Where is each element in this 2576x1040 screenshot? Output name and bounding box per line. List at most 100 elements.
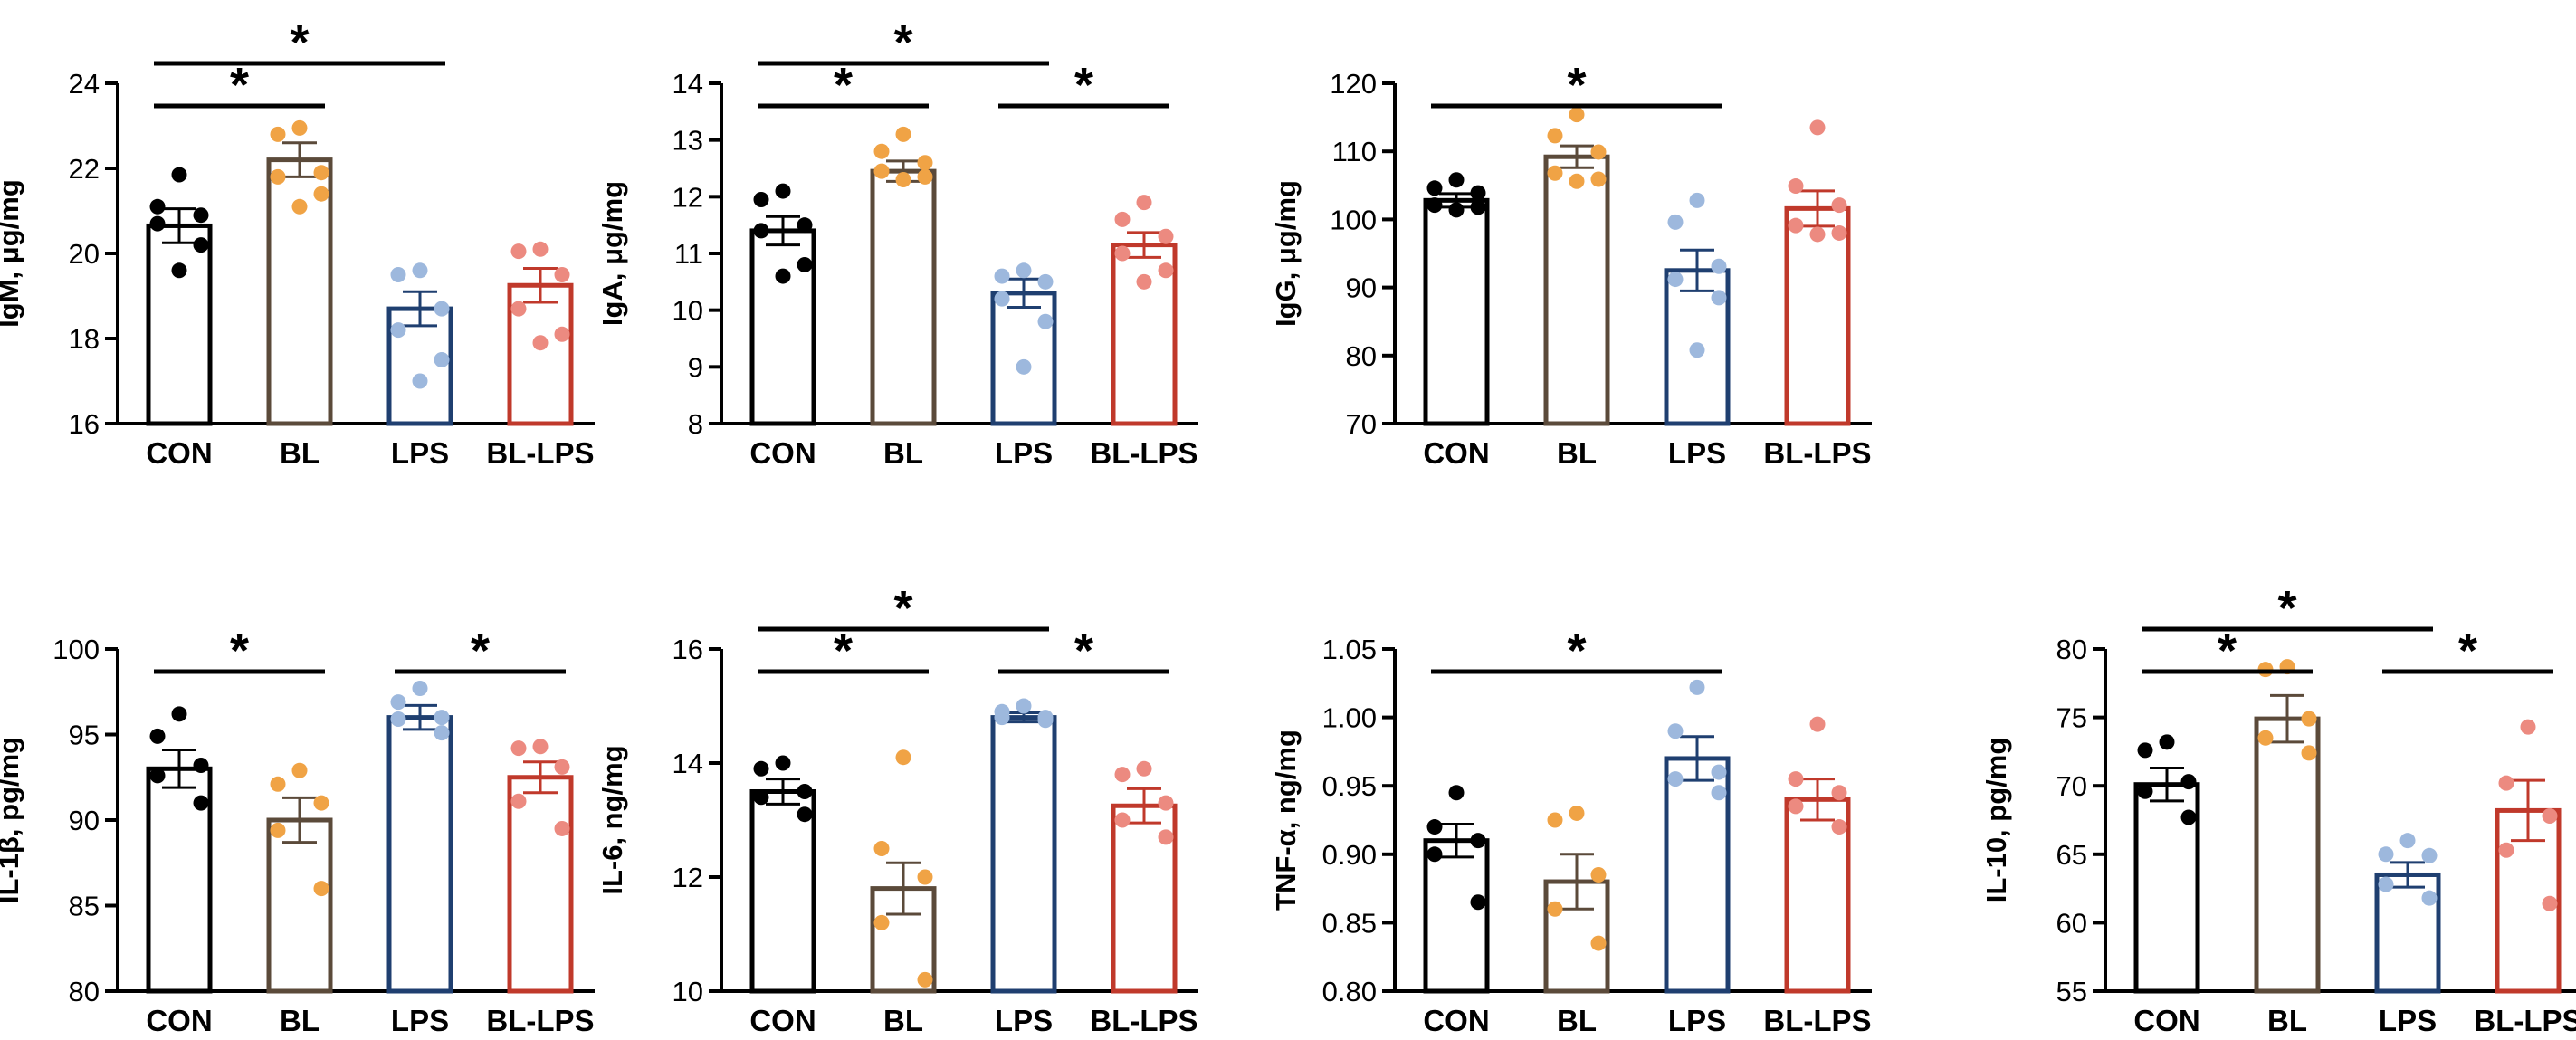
data-point-bl [313,186,329,202]
category-label-bl: BL [280,1004,320,1037]
y-tick-label: 90 [1346,272,1377,304]
y-tick-label: 80 [1346,340,1377,372]
significance-star: * [2277,581,2296,635]
category-label-lps: LPS [995,436,1053,470]
data-point-con [1470,833,1486,849]
y-tick-label: 0.90 [1322,839,1377,871]
data-point-bl-lps [1114,767,1131,783]
y-tick-label: 14 [673,68,703,100]
data-point-bl [1547,901,1563,917]
y-tick-label: 70 [1346,408,1377,440]
data-point-bl-lps [532,739,549,755]
chart-panel-4: 80 85 90 95 100 IL-1β, pg/mg CON BL LPS BL-LPS * * [0,624,595,1037]
category-label-con: CON [1423,1004,1489,1037]
data-point-bl-lps [1136,195,1152,211]
y-tick-label: 10 [673,976,703,1007]
data-point-bl [1590,144,1607,160]
error-bar-bl-lps [1800,778,1835,822]
data-point-bl-lps [1114,812,1131,828]
data-point-con [149,768,166,784]
error-bar-bl-lps [2511,778,2545,843]
y-tick-label: 85 [69,891,100,922]
data-point-bl [313,795,329,811]
y-tick-label: 13 [673,125,703,157]
error-bar-bl-lps [523,266,558,304]
data-point-bl-lps [1158,262,1174,279]
data-point-bl-lps [1136,273,1152,290]
data-point-bl [917,168,933,185]
y-tick-label: 100 [52,634,100,665]
data-point-bl [1547,128,1563,144]
data-point-lps [994,268,1010,284]
data-point-bl [1569,805,1585,821]
category-label-con: CON [749,1004,816,1037]
data-point-bl [873,163,890,179]
data-point-con [171,706,187,722]
data-point-bl [2301,711,2317,727]
error-bar-bl [1560,144,1594,169]
bar-con [146,223,213,426]
data-point-con [1426,197,1443,214]
error-bar-bl [282,796,317,844]
data-point-con [193,795,209,811]
data-point-lps [1711,258,1727,274]
data-point-con [1470,199,1486,215]
y-tick-label: 0.85 [1322,907,1377,939]
y-tick-label: 0.95 [1322,770,1377,802]
significance-con-vs-lps: * [2142,581,2433,635]
significance-con-vs-bl: * [2142,624,2313,678]
y-axis-title: IL-6, ng/mg [596,745,628,894]
data-point-con [797,217,813,234]
error-bar-con [2150,767,2184,803]
chart-panel-5: 10 12 14 16 IL-6, ng/mg CON BL LPS BL-LPS * * * [596,581,1198,1037]
category-label-con: CON [1423,436,1489,470]
data-point-lps [1037,273,1054,290]
bar-bl-lps [507,775,574,994]
data-point-lps [1711,290,1727,306]
data-point-lps [2378,876,2394,892]
data-point-con [2159,734,2175,750]
significance-star: * [290,15,309,70]
significance-lps-vs-bl-lps: * [395,624,566,678]
data-point-bl [270,822,286,838]
data-point-bl [917,869,933,885]
y-tick-label: 95 [69,720,100,751]
data-point-con [1426,846,1443,863]
y-tick-label: 16 [673,634,703,665]
error-bar-con [766,215,800,247]
bar-con [749,789,816,994]
data-point-lps [1667,771,1684,787]
data-point-lps [2399,833,2416,849]
data-point-lps [412,262,428,279]
data-point-con [1448,172,1465,188]
data-point-con [1448,785,1465,801]
significance-con-vs-bl: * [154,624,325,678]
data-point-con [1426,180,1443,196]
error-bar-lps [403,703,437,731]
y-tick-label: 12 [673,181,703,213]
y-axis-title: IL-10, pg/mg [1980,738,2012,903]
significance-con-vs-bl: * [758,58,929,112]
data-point-lps [1016,358,1032,375]
data-point-con [753,223,769,239]
y-tick-label: 70 [2056,770,2087,802]
error-bar-con [162,749,196,789]
bar-lps [386,715,453,994]
significance-con-vs-bl: * [758,624,929,678]
category-label-bl-lps: BL-LPS [1763,436,1871,470]
data-point-bl [313,165,329,181]
error-bar-lps [2390,861,2425,889]
category-label-bl-lps: BL-LPS [2474,1004,2576,1037]
significance-con-vs-lps: * [1431,58,1722,112]
y-tick-label: 1.00 [1322,702,1377,734]
error-bar-bl-lps [1127,231,1161,259]
data-point-lps [994,710,1010,726]
data-point-bl-lps [1158,795,1174,811]
data-point-bl-lps [1114,211,1131,227]
significance-lps-vs-bl-lps: * [998,624,1169,678]
data-point-con [149,728,166,744]
error-bar-bl-lps [1127,787,1161,825]
category-label-con: CON [146,1004,212,1037]
data-point-bl [1590,935,1607,951]
data-point-bl [2257,730,2274,746]
